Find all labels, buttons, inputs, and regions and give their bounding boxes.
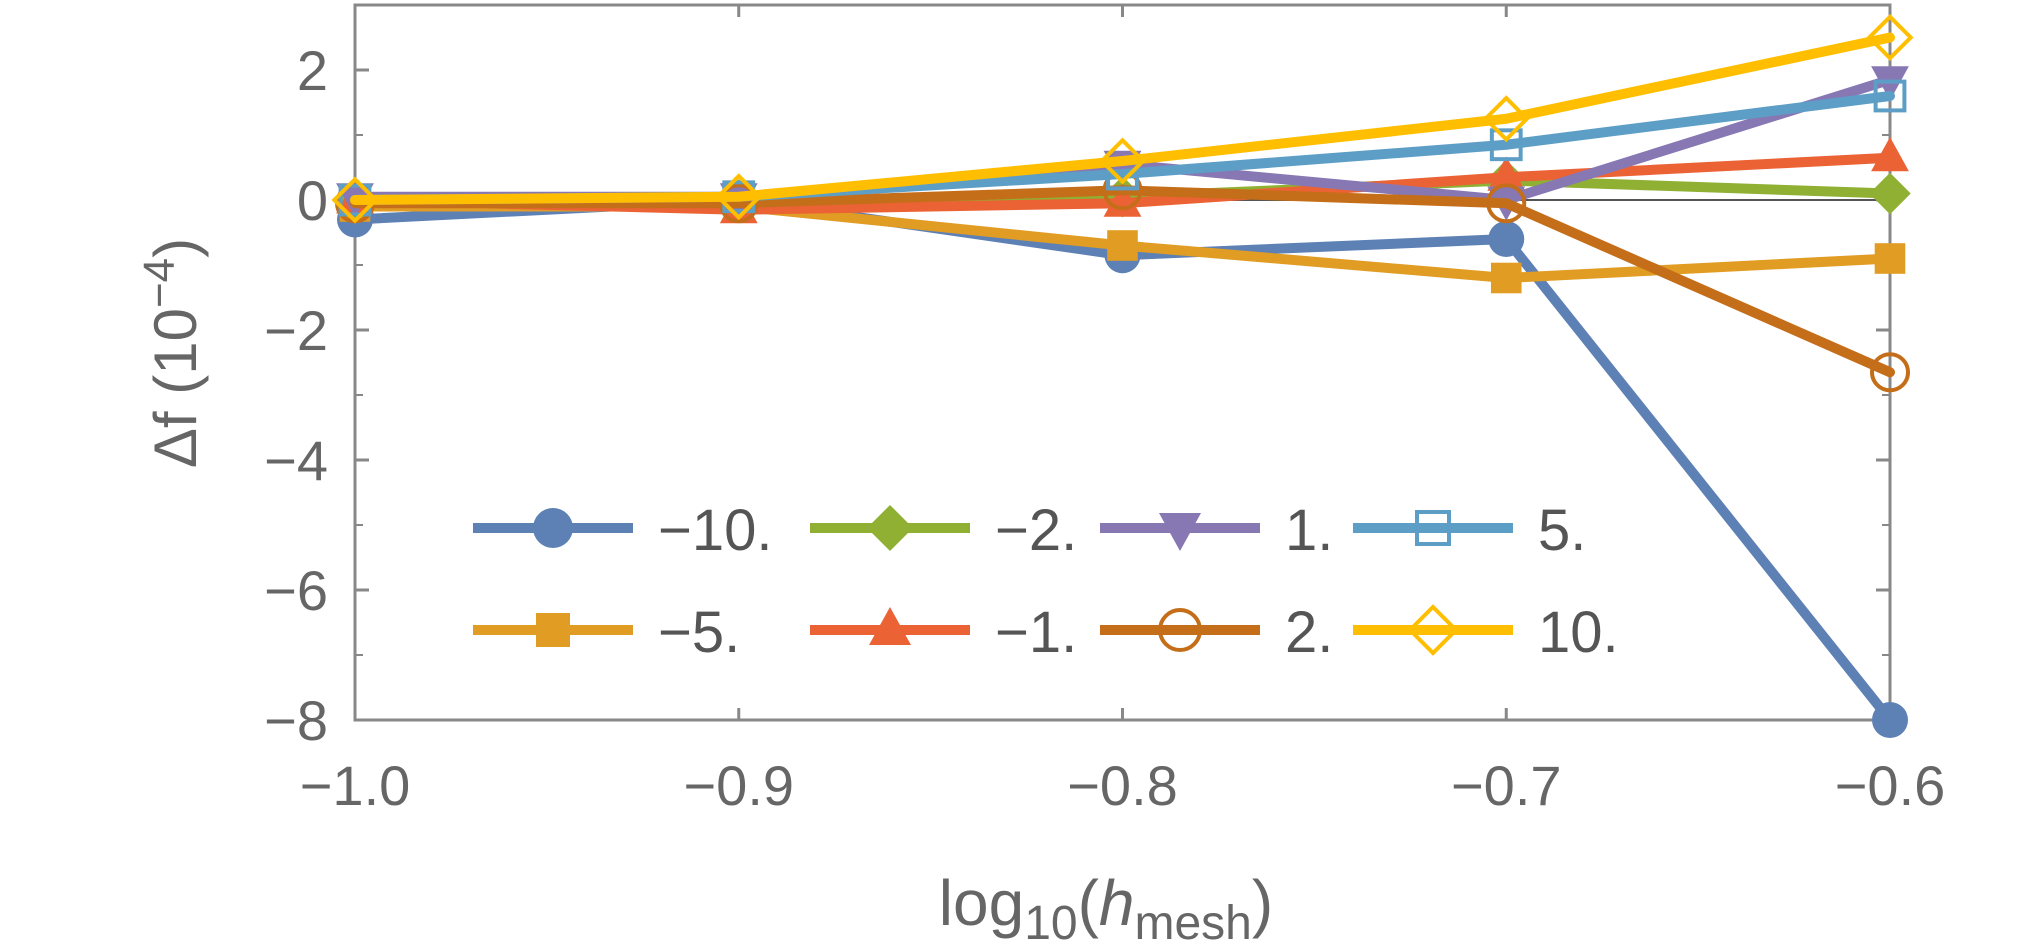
legend-item-neg10: −10. <box>473 498 773 563</box>
legend-marker <box>533 508 573 548</box>
legend-marker <box>1159 513 1201 551</box>
y-tick-label: −8 <box>264 689 328 752</box>
legend-label: −10. <box>658 498 773 563</box>
legend-marker <box>1415 510 1451 546</box>
legend-item-neg1: −1. <box>810 600 1077 665</box>
legend-item-neg5: −5. <box>473 600 740 665</box>
data-point <box>1482 95 1530 143</box>
data-point <box>1488 221 1525 257</box>
x-tick-label: −0.7 <box>1451 754 1562 817</box>
legend-label: −2. <box>995 498 1077 563</box>
data-point <box>1487 156 1526 191</box>
data-point <box>1107 230 1138 261</box>
legend-label: −1. <box>995 600 1077 665</box>
x-tick-label: −0.6 <box>1835 754 1946 817</box>
x-tick-label: −0.9 <box>683 754 794 817</box>
x-axis-title: log10(hmesh) <box>939 867 1273 945</box>
y-tick-label: −4 <box>264 429 328 492</box>
legend-label: 2. <box>1285 600 1333 665</box>
legend-label: 5. <box>1538 498 1586 563</box>
data-point <box>1103 182 1142 217</box>
series-line <box>350 32 1895 205</box>
series-10 <box>331 13 1914 224</box>
legend: −10. −5. −2. −1. 1. 2. 5. 10. <box>473 498 1619 665</box>
legend-marker <box>867 505 913 551</box>
data-point <box>1872 702 1908 738</box>
legend-item-neg2: −2. <box>810 498 1077 563</box>
legend-marker <box>1407 604 1459 656</box>
data-point <box>1873 79 1907 113</box>
legend-marker <box>869 607 911 645</box>
data-point <box>718 183 759 224</box>
series-line <box>350 185 1895 378</box>
legend-label: 1. <box>1285 498 1333 563</box>
data-point <box>1869 172 1911 215</box>
data-point <box>715 173 763 221</box>
data-point <box>1866 13 1914 62</box>
legend-item-5: 5. <box>1353 498 1586 563</box>
legend-label: 10. <box>1538 600 1619 665</box>
data-point <box>331 176 379 224</box>
data-point <box>1871 137 1909 172</box>
legend-item-2: 2. <box>1100 600 1333 665</box>
y-tick-label: −2 <box>264 299 328 362</box>
y-tick-label: 2 <box>297 39 328 102</box>
data-point <box>1490 262 1522 294</box>
y-tick-label: 0 <box>297 169 328 232</box>
x-tick-label: −1.0 <box>300 754 411 817</box>
legend-marker <box>1158 608 1202 652</box>
series-layer <box>331 13 1914 738</box>
legend-item-10: 10. <box>1353 600 1619 665</box>
y-axis: −8 −6 −4 −2 0 2 <box>264 4 1890 752</box>
legend-item-1: 1. <box>1100 498 1333 563</box>
legend-label: −5. <box>658 600 740 665</box>
y-axis-title: Δf (10−4) <box>135 238 209 468</box>
y-tick-label: −6 <box>264 559 328 622</box>
x-axis: −1.0 −0.9 −0.8 −0.7 −0.6 <box>300 5 1946 817</box>
data-point <box>1489 128 1523 162</box>
data-point <box>1870 352 1910 393</box>
data-point <box>1486 183 1527 224</box>
x-tick-label: −0.8 <box>1067 754 1178 817</box>
legend-marker <box>536 613 570 647</box>
data-point <box>1874 243 1906 274</box>
data-point <box>1098 137 1147 185</box>
